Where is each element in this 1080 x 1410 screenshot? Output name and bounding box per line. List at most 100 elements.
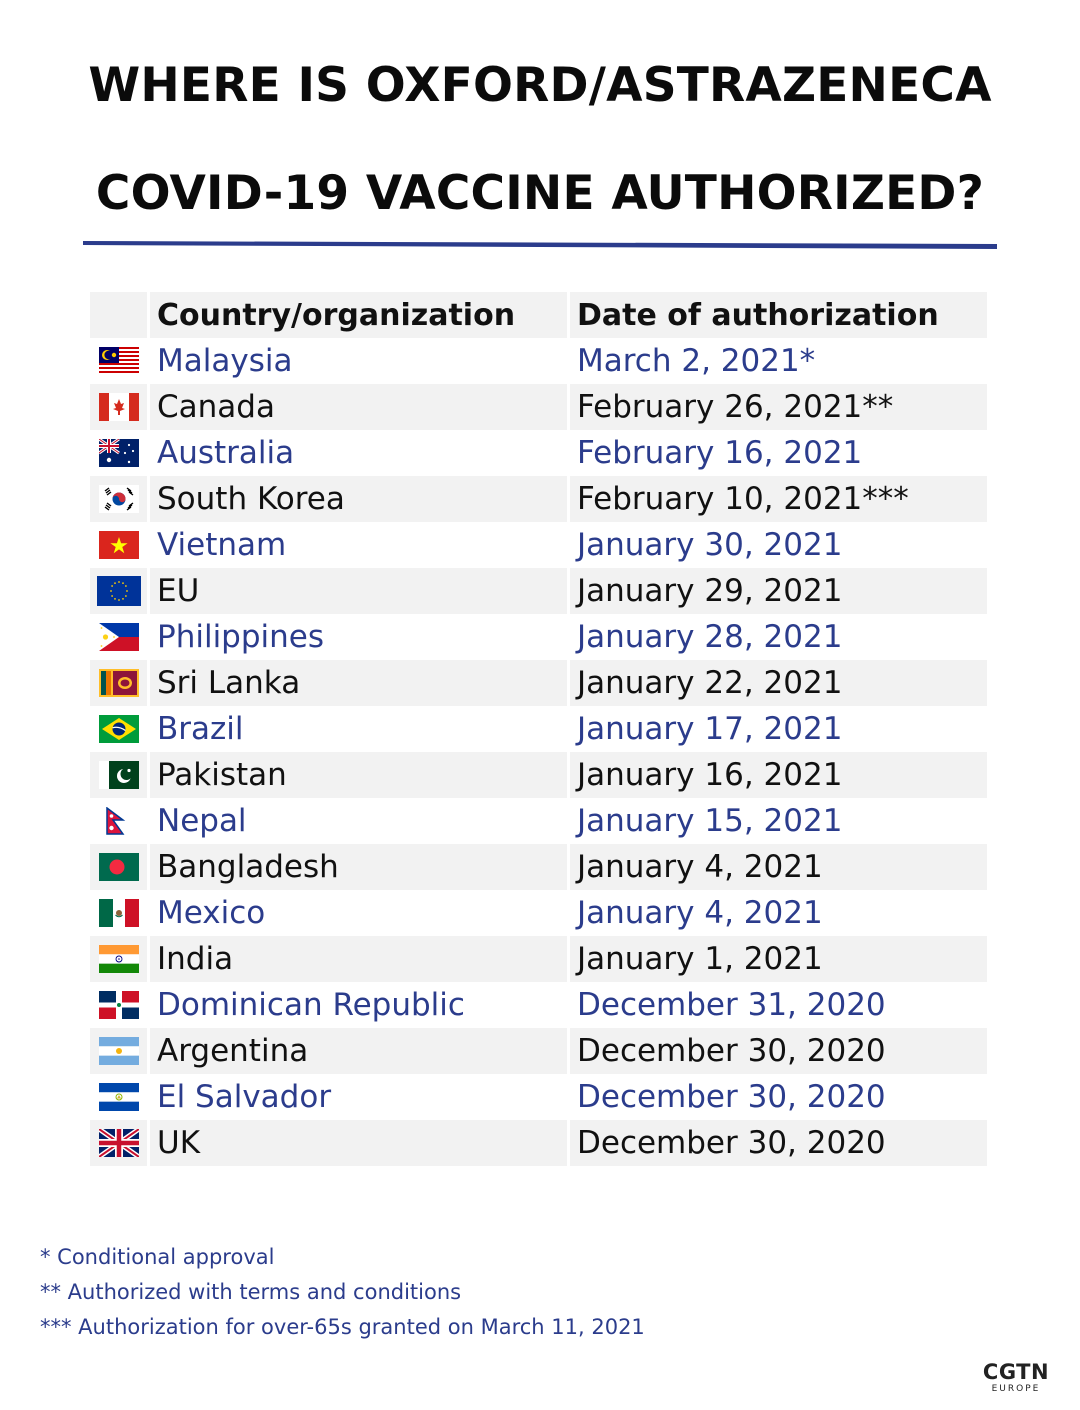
south-korea-flag-icon — [98, 485, 139, 513]
date-cell: January 17, 2021 — [577, 711, 843, 747]
uk-flag-icon — [98, 1129, 139, 1157]
flag-cell — [90, 1028, 150, 1074]
page-title: WHERE IS OXFORD/ASTRAZENECA COVID-19 VAC… — [0, 58, 1080, 222]
date-cell: December 30, 2020 — [570, 1120, 987, 1166]
flag-cell — [90, 1120, 150, 1166]
dominican-republic-flag-icon — [98, 991, 139, 1019]
date-cell: February 10, 2021*** — [570, 476, 987, 522]
canada-flag-icon — [98, 393, 139, 421]
date-cell: January 22, 2021 — [570, 660, 987, 706]
flag-cell — [90, 844, 150, 890]
footnotes: * Conditional approval ** Authorized wit… — [40, 1240, 645, 1345]
flag-cell — [90, 936, 150, 982]
table-row: Sri Lanka January 22, 2021 — [90, 660, 987, 706]
country-cell: Malaysia — [150, 338, 570, 384]
table-row: UK December 30, 2020 — [90, 1120, 987, 1166]
table-row: Vietnam January 30, 2021 — [90, 522, 987, 568]
country-cell: Mexico — [150, 890, 570, 936]
country-cell: Dominican Republic — [150, 982, 570, 1028]
bangladesh-flag-icon — [98, 853, 139, 881]
date-cell: December 31, 2020 — [577, 987, 886, 1023]
date-column-header: Date of authorization — [570, 292, 987, 338]
date-cell: January 29, 2021 — [570, 568, 987, 614]
country-cell: India — [150, 936, 570, 982]
table-row: Canada February 26, 2021** — [90, 384, 987, 430]
flag-cell — [90, 430, 150, 476]
date-cell: December 30, 2020 — [577, 1079, 886, 1115]
date-cell: January 1, 2021 — [570, 936, 987, 982]
table-row: Dominican Republic December 31, 2020 — [90, 982, 987, 1028]
country-cell: Nepal — [150, 798, 570, 844]
india-flag-icon — [98, 945, 139, 973]
date-cell: December 30, 2020 — [570, 1028, 987, 1074]
flag-cell — [90, 568, 150, 614]
brazil-flag-icon — [98, 715, 139, 743]
title-line-1: WHERE IS OXFORD/ASTRAZENECA — [88, 58, 992, 113]
footnote-over-65s: *** Authorization for over-65s granted o… — [40, 1315, 645, 1339]
table-row: Malaysia March 2, 2021* — [90, 338, 987, 384]
sri-lanka-flag-icon — [98, 669, 139, 697]
logo-main-text: CGTN — [982, 1360, 1050, 1384]
flag-cell — [90, 476, 150, 522]
country-cell: Canada — [150, 384, 570, 430]
country-cell: South Korea — [150, 476, 570, 522]
date-cell: January 15, 2021 — [577, 803, 843, 839]
table-row: Argentina December 30, 2020 — [90, 1028, 987, 1074]
country-cell: Pakistan — [150, 752, 570, 798]
date-cell: January 4, 2021 — [577, 895, 823, 931]
cgtn-europe-logo: CGTN EUROPE — [978, 1360, 1054, 1395]
date-cell: March 2, 2021* — [577, 343, 816, 379]
country-cell: UK — [150, 1120, 570, 1166]
pakistan-flag-icon — [98, 761, 139, 789]
table-row: EU January 29, 2021 — [90, 568, 987, 614]
table-header-row: Country/organization Date of authorizati… — [90, 292, 987, 338]
table-row: Australia February 16, 2021 — [90, 430, 987, 476]
table-row: Brazil January 17, 2021 — [90, 706, 987, 752]
date-cell: January 28, 2021 — [577, 619, 843, 655]
table-row: India January 1, 2021 — [90, 936, 987, 982]
flag-cell — [90, 660, 150, 706]
flag-cell — [90, 798, 150, 844]
flag-cell — [90, 982, 150, 1028]
date-cell: January 16, 2021 — [570, 752, 987, 798]
flag-cell — [90, 384, 150, 430]
el-salvador-flag-icon — [98, 1083, 139, 1111]
country-cell: EU — [150, 568, 570, 614]
table-row: Pakistan January 16, 2021 — [90, 752, 987, 798]
country-cell: Brazil — [150, 706, 570, 752]
logo-sub-text: EUROPE — [991, 1384, 1041, 1394]
argentina-flag-icon — [98, 1037, 139, 1065]
flag-cell — [90, 338, 150, 384]
table-row: South Korea February 10, 2021*** — [90, 476, 987, 522]
country-cell: Bangladesh — [150, 844, 570, 890]
flag-cell — [90, 1074, 150, 1120]
nepal-flag-icon — [105, 807, 125, 835]
australia-flag-icon — [98, 439, 139, 467]
table-row: Mexico January 4, 2021 — [90, 890, 987, 936]
flag-cell — [90, 752, 150, 798]
footnote-conditional: * Conditional approval — [40, 1245, 275, 1269]
flag-cell — [90, 890, 150, 936]
authorization-table: Country/organization Date of authorizati… — [90, 292, 987, 1166]
table-row: Philippines January 28, 2021 — [90, 614, 987, 660]
date-cell: February 16, 2021 — [577, 435, 863, 471]
date-cell: January 4, 2021 — [570, 844, 987, 890]
country-cell: Sri Lanka — [150, 660, 570, 706]
table-row: Bangladesh January 4, 2021 — [90, 844, 987, 890]
flag-cell — [90, 706, 150, 752]
mexico-flag-icon — [98, 899, 139, 927]
title-underline — [83, 241, 997, 249]
date-cell: February 26, 2021** — [570, 384, 987, 430]
footnote-terms: ** Authorized with terms and conditions — [40, 1280, 462, 1304]
country-cell: Philippines — [150, 614, 570, 660]
country-column-header: Country/organization — [150, 292, 570, 338]
date-cell: January 30, 2021 — [577, 527, 843, 563]
country-cell: Australia — [150, 430, 570, 476]
eu-flag-icon — [96, 576, 141, 606]
flag-cell — [90, 614, 150, 660]
table-row: El Salvador December 30, 2020 — [90, 1074, 987, 1120]
country-cell: Argentina — [150, 1028, 570, 1074]
table-row: Nepal January 15, 2021 — [90, 798, 987, 844]
flag-cell — [90, 522, 150, 568]
title-line-2: COVID-19 VACCINE AUTHORIZED? — [95, 166, 985, 221]
